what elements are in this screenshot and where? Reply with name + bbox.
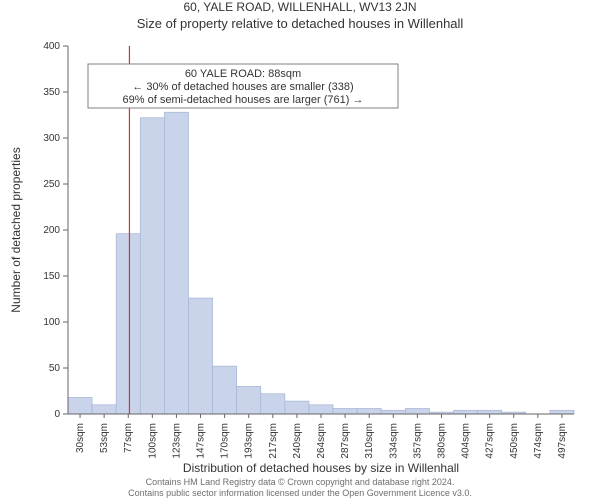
svg-text:100: 100 xyxy=(43,317,60,328)
x-tick-label: 427sqm xyxy=(485,423,496,459)
x-tick-label: 147sqm xyxy=(196,423,207,459)
histogram-chart: 0 50 100 150 200 250 300 350 400 30sqm 53sqm 77sqm 1… xyxy=(0,38,600,476)
histogram-bar xyxy=(116,234,140,414)
x-tick-label: 77sqm xyxy=(123,423,134,453)
x-tick-label: 497sqm xyxy=(557,423,568,459)
footer-line-2: Contains public sector information licen… xyxy=(0,488,600,498)
x-tick-label: 287sqm xyxy=(340,423,351,459)
page-subtitle: Size of property relative to detached ho… xyxy=(0,16,600,31)
x-axis-label: Distribution of detached houses by size … xyxy=(183,461,459,475)
histogram-bar xyxy=(164,112,188,414)
attribution-footer: Contains HM Land Registry data © Crown c… xyxy=(0,477,600,498)
svg-text:350: 350 xyxy=(43,87,60,98)
x-tick-label: 264sqm xyxy=(316,423,327,459)
histogram-bar xyxy=(237,386,261,414)
histogram-bar xyxy=(478,410,502,414)
y-axis-label: Number of detached properties xyxy=(9,147,23,312)
svg-text:300: 300 xyxy=(43,133,60,144)
svg-text:200: 200 xyxy=(43,225,60,236)
histogram-bar xyxy=(140,118,164,414)
x-tick-label: 170sqm xyxy=(220,423,231,459)
svg-text:50: 50 xyxy=(49,363,61,374)
x-tick-label: 450sqm xyxy=(509,423,520,459)
x-tick-label: 334sqm xyxy=(388,423,399,459)
x-tick-label: 123sqm xyxy=(171,423,182,459)
annotation-line-1: 60 YALE ROAD: 88sqm xyxy=(185,68,301,80)
footer-line-1: Contains HM Land Registry data © Crown c… xyxy=(0,477,600,487)
histogram-bar xyxy=(285,401,309,414)
x-tick-label: 100sqm xyxy=(147,423,158,459)
histogram-bar xyxy=(309,405,333,414)
x-tick-label: 380sqm xyxy=(436,423,447,459)
x-tick-label: 30sqm xyxy=(75,423,86,453)
x-tick-label: 53sqm xyxy=(99,423,110,453)
x-tick-label: 217sqm xyxy=(268,423,279,459)
histogram-bar xyxy=(92,405,116,414)
annotation-line-3: 69% of semi-detached houses are larger (… xyxy=(123,94,364,106)
svg-text:0: 0 xyxy=(54,409,60,420)
x-tick-label: 193sqm xyxy=(244,423,255,459)
x-tick-label: 240sqm xyxy=(292,423,303,459)
svg-text:400: 400 xyxy=(43,41,60,52)
svg-text:250: 250 xyxy=(43,179,60,190)
histogram-bar xyxy=(381,410,405,414)
svg-text:150: 150 xyxy=(43,271,60,282)
chart-svg: 0 50 100 150 200 250 300 350 400 30sqm 53sqm 77sqm 1… xyxy=(0,38,600,476)
histogram-bar xyxy=(213,366,237,414)
histogram-bar xyxy=(333,408,357,414)
page-address: 60, YALE ROAD, WILLENHALL, WV13 2JN xyxy=(0,0,600,14)
x-tick-label: 357sqm xyxy=(412,423,423,459)
x-tick-label: 474sqm xyxy=(533,423,544,459)
annotation-line-2: ← 30% of detached houses are smaller (33… xyxy=(132,81,353,93)
histogram-bar xyxy=(68,397,92,414)
histogram-bar xyxy=(357,408,381,414)
histogram-bar xyxy=(261,394,285,414)
x-tick-label: 310sqm xyxy=(364,423,375,459)
histogram-bar xyxy=(454,410,478,414)
histogram-bar xyxy=(405,408,429,414)
histogram-bar xyxy=(550,410,574,414)
histogram-bar xyxy=(188,298,212,414)
x-tick-label: 404sqm xyxy=(461,423,472,459)
